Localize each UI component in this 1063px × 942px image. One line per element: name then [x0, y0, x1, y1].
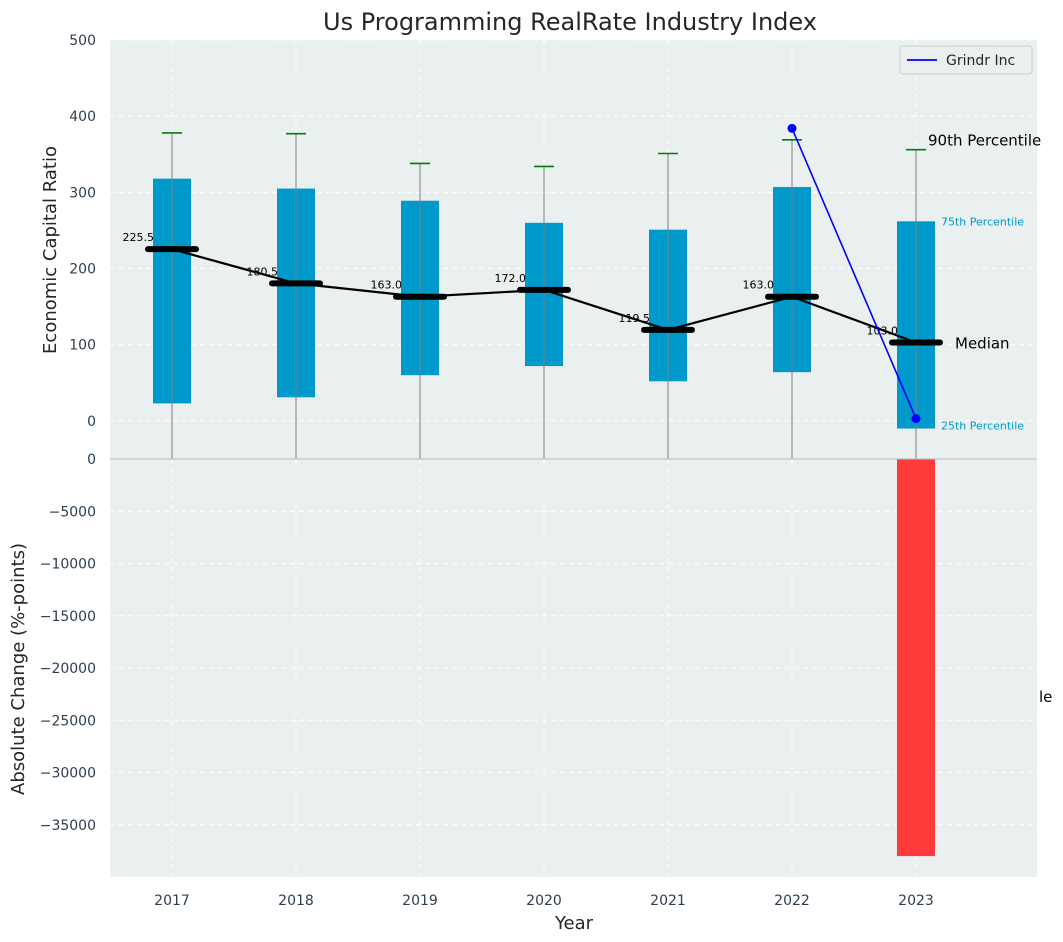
chart-title: Us Programming RealRate Industry Index: [323, 8, 817, 36]
change-bar-2023: [897, 459, 935, 857]
top-y-tick-200: 200: [69, 262, 96, 278]
x-tick-2017: 2017: [154, 893, 190, 909]
bottom-y-tick-2: −10000: [40, 557, 96, 573]
annotation-p90: 90th Percentile: [928, 132, 1041, 150]
top-y-tick-300: 300: [69, 185, 96, 201]
top-panel-background: [110, 40, 1037, 459]
legend-entry-grindr: Grindr Inc: [946, 53, 1015, 69]
bottom-y-axis-label: Absolute Change (%-points): [8, 543, 29, 795]
bottom-overflow-label: le: [1039, 688, 1052, 706]
x-tick-2019: 2019: [402, 893, 438, 909]
series-point-2022: [787, 123, 797, 133]
median-label-2020: 172.0: [495, 272, 527, 285]
bottom-panel-marks: le: [897, 459, 1052, 857]
top-y-axis-label: Economic Capital Ratio: [40, 146, 61, 354]
legend: Grindr Inc: [899, 45, 1033, 75]
legend-frame: [899, 45, 1033, 75]
x-tick-2018: 2018: [278, 893, 314, 909]
x-tick-2022: 2022: [774, 893, 810, 909]
median-label-2018: 180.5: [247, 265, 279, 278]
x-tick-2023: 2023: [898, 893, 934, 909]
median-label-2021: 119.5: [619, 312, 651, 325]
top-panel-marks: 225.5 180.5 163.0 172.0 119.5 163.0 103.0 90th …: [123, 123, 1041, 459]
top-y-tick-500: 500: [69, 33, 96, 49]
annotation-p75: 75th Percentile: [941, 215, 1024, 228]
top-y-tick-0: 0: [87, 414, 96, 430]
series-point-2023: [911, 414, 921, 424]
x-axis-label: Year: [554, 913, 594, 934]
series-line-grindr: [791, 128, 917, 419]
annotation-p25: 25th Percentile: [941, 420, 1024, 433]
median-label-2017: 225.5: [123, 231, 155, 244]
x-tick-2021: 2021: [650, 893, 686, 909]
bottom-y-tick-6: −30000: [40, 766, 96, 782]
median-label-2022: 163.0: [743, 279, 775, 292]
median-label-2023: 103.0: [867, 324, 899, 337]
top-y-tick-100: 100: [69, 338, 96, 354]
bottom-y-tick-5: −25000: [40, 713, 96, 729]
x-tick-2020: 2020: [526, 893, 562, 909]
annotation-median: Median: [955, 334, 1010, 352]
bottom-y-tick-7: −35000: [40, 818, 96, 834]
top-y-tick-400: 400: [69, 109, 96, 125]
bottom-y-tick-1: −5000: [49, 504, 96, 520]
bottom-y-tick-4: −20000: [40, 661, 96, 677]
bottom-y-tick-0: 0: [87, 452, 96, 468]
median-label-2019: 163.0: [371, 279, 403, 292]
axes: 0 100 200 300 400 500 0 −5000 −10000 −15000 −20000…: [40, 33, 1037, 909]
bottom-y-tick-3: −15000: [40, 609, 96, 625]
